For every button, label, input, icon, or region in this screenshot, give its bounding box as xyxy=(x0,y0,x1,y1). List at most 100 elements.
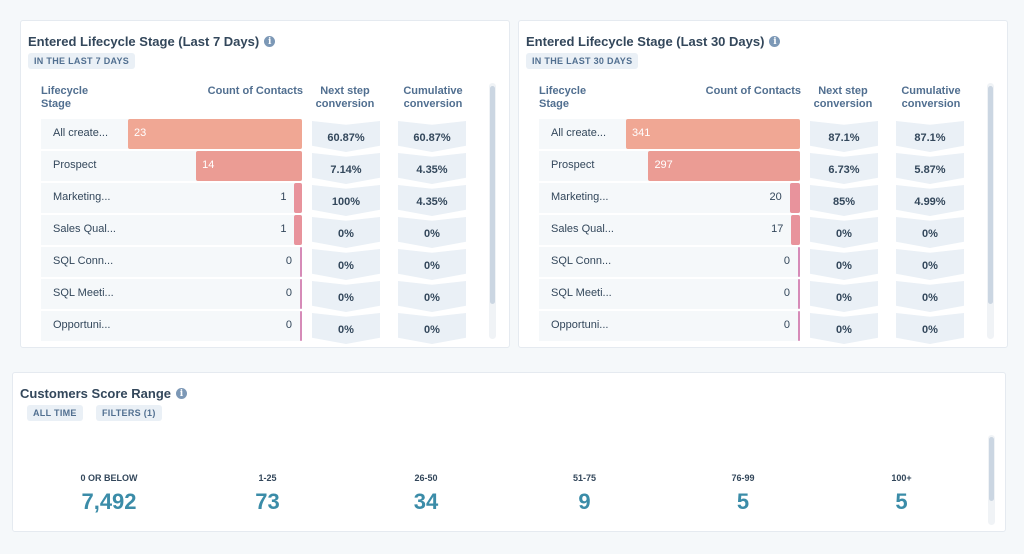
count-bar[interactable] xyxy=(196,151,302,181)
count-value: 20 xyxy=(769,191,782,203)
card-title: Customers Score Range i xyxy=(20,386,187,401)
lifecycle-7-days-card: Entered Lifecycle Stage (Last 7 Days) i IN… xyxy=(20,20,510,348)
count-bar[interactable] xyxy=(791,215,800,245)
next-step-conversion: 60.87% xyxy=(312,121,380,152)
score-range-value[interactable]: 73 xyxy=(255,489,280,514)
funnel-row[interactable]: Prospect 14 xyxy=(41,151,302,181)
count-value: 14 xyxy=(202,159,215,171)
funnel-row[interactable]: Sales Qual... 17 xyxy=(539,215,800,245)
header-count-of-contacts[interactable]: Count of Contacts xyxy=(207,85,303,97)
funnel-row[interactable]: SQL Meeti... 0 xyxy=(41,279,302,309)
count-bar[interactable] xyxy=(300,311,302,341)
count-bar[interactable] xyxy=(128,119,302,149)
stage-label: SQL Meeti... xyxy=(551,287,612,299)
date-range-pill[interactable]: ALL TIME xyxy=(27,405,83,421)
scrollbar[interactable] xyxy=(987,83,994,339)
count-bar[interactable] xyxy=(294,183,302,213)
count-bar[interactable] xyxy=(294,215,302,245)
next-step-conversion: 0% xyxy=(810,281,878,312)
score-range-value[interactable]: 34 xyxy=(413,489,439,514)
stage-label: SQL Conn... xyxy=(53,255,114,267)
date-range-pill[interactable]: IN THE LAST 7 DAYS xyxy=(28,53,136,69)
count-bar[interactable] xyxy=(789,183,800,213)
stage-label: Marketing... xyxy=(53,191,111,203)
stage-label: Marketing... xyxy=(551,191,609,203)
next-step-conversion: 0% xyxy=(312,313,380,344)
cumulative-conversion: 0% xyxy=(398,281,466,312)
funnel-row[interactable]: Prospect 297 xyxy=(539,151,800,181)
score-range-value[interactable]: 5 xyxy=(895,489,908,514)
info-icon[interactable]: i xyxy=(769,36,781,47)
count-value: 17 xyxy=(771,223,784,235)
count-value: 0 xyxy=(783,255,790,267)
funnel-row[interactable]: Marketing... 20 xyxy=(539,183,800,213)
count-bar[interactable] xyxy=(648,151,800,181)
cumulative-conversion: 0% xyxy=(398,217,466,248)
score-range-stat: 1-25 73 xyxy=(188,473,348,515)
count-bar[interactable] xyxy=(798,311,800,341)
stage-label: Sales Qual... xyxy=(551,223,614,235)
stage-label: All create... xyxy=(551,127,607,139)
score-range-value[interactable]: 5 xyxy=(736,489,750,514)
next-step-conversion: 87.1% xyxy=(810,121,878,152)
count-bar[interactable] xyxy=(300,279,302,309)
score-range-label: 1-25 xyxy=(258,473,277,483)
info-icon[interactable]: i xyxy=(176,388,187,399)
cumulative-conversion: 4.35% xyxy=(398,185,466,216)
score-range-value[interactable]: 7,492 xyxy=(81,489,137,514)
scrollbar[interactable] xyxy=(489,83,496,339)
scrollbar-thumb[interactable] xyxy=(989,437,994,501)
cumulative-conversion: 0% xyxy=(896,249,964,280)
next-step-conversion: 0% xyxy=(810,217,878,248)
funnel-row[interactable]: All create... 23 xyxy=(41,119,302,149)
cumulative-conversion: 0% xyxy=(896,281,964,312)
stage-label: Opportuni... xyxy=(53,319,111,331)
count-bar[interactable] xyxy=(626,119,800,149)
header-count-of-contacts[interactable]: Count of Contacts xyxy=(705,85,801,97)
funnel-row[interactable]: All create... 341 xyxy=(539,119,800,149)
score-range-stat: 26-50 34 xyxy=(346,473,506,515)
count-value: 1 xyxy=(280,191,287,203)
info-icon[interactable]: i xyxy=(264,36,276,47)
header-lifecycle-stage[interactable]: Lifecycle Stage xyxy=(539,85,587,110)
header-next-step-conversion[interactable]: Next step conversion xyxy=(813,85,873,110)
date-range-pill[interactable]: IN THE LAST 30 DAYS xyxy=(526,53,639,69)
header-next-step-conversion[interactable]: Next step conversion xyxy=(315,85,375,110)
funnel-row[interactable]: SQL Conn... 0 xyxy=(41,247,302,277)
count-bar[interactable] xyxy=(300,247,302,277)
scrollbar-thumb[interactable] xyxy=(490,86,495,304)
score-range-stat: 0 OR BELOW 7,492 xyxy=(29,473,189,515)
score-range-stat: 51-75 9 xyxy=(505,473,665,515)
stage-label: Sales Qual... xyxy=(53,223,116,235)
score-range-value[interactable]: 9 xyxy=(578,489,591,514)
count-value: 0 xyxy=(783,319,790,331)
funnel-row[interactable]: Opportuni... 0 xyxy=(41,311,302,341)
count-bar[interactable] xyxy=(798,247,800,277)
count-value: 1 xyxy=(280,223,287,235)
next-step-conversion: 7.14% xyxy=(312,153,380,184)
count-value: 341 xyxy=(632,127,651,139)
stage-label: Prospect xyxy=(551,159,595,171)
filters-pill[interactable]: FILTERS (1) xyxy=(96,405,162,421)
next-step-conversion: 0% xyxy=(312,217,380,248)
lifecycle-30-days-card: Entered Lifecycle Stage (Last 30 Days) i I… xyxy=(518,20,1008,348)
next-step-conversion: 6.73% xyxy=(810,153,878,184)
scrollbar[interactable] xyxy=(988,435,995,525)
header-cumulative-conversion[interactable]: Cumulative conversion xyxy=(403,85,463,110)
funnel-row[interactable]: Opportuni... 0 xyxy=(539,311,800,341)
funnel-row[interactable]: Sales Qual... 1 xyxy=(41,215,302,245)
funnel-row[interactable]: Marketing... 1 xyxy=(41,183,302,213)
funnel-row[interactable]: SQL Meeti... 0 xyxy=(539,279,800,309)
next-step-conversion: 0% xyxy=(810,249,878,280)
scrollbar-thumb[interactable] xyxy=(988,86,993,304)
next-step-conversion: 0% xyxy=(312,249,380,280)
count-bar[interactable] xyxy=(798,279,800,309)
next-step-conversion: 0% xyxy=(810,313,878,344)
funnel-row[interactable]: SQL Conn... 0 xyxy=(539,247,800,277)
cumulative-conversion: 0% xyxy=(896,313,964,344)
stage-label: All create... xyxy=(53,127,109,139)
card-title-text: Customers Score Range xyxy=(20,386,171,401)
header-lifecycle-stage[interactable]: Lifecycle Stage xyxy=(41,85,89,110)
header-cumulative-conversion[interactable]: Cumulative conversion xyxy=(901,85,961,110)
next-step-conversion: 85% xyxy=(810,185,878,216)
